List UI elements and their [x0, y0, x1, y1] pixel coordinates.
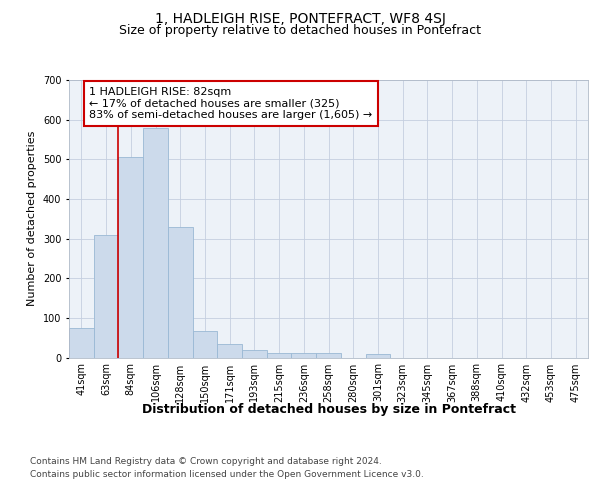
Bar	[217, 344, 242, 357]
Bar	[143, 128, 168, 358]
Text: 1, HADLEIGH RISE, PONTEFRACT, WF8 4SJ: 1, HADLEIGH RISE, PONTEFRACT, WF8 4SJ	[155, 12, 445, 26]
Bar	[94, 234, 118, 358]
Bar	[292, 353, 316, 358]
Text: Contains public sector information licensed under the Open Government Licence v3: Contains public sector information licen…	[30, 470, 424, 479]
Bar	[316, 353, 341, 358]
Text: 1 HADLEIGH RISE: 82sqm
← 17% of detached houses are smaller (325)
83% of semi-de: 1 HADLEIGH RISE: 82sqm ← 17% of detached…	[89, 87, 373, 120]
Bar	[193, 330, 217, 357]
Bar	[267, 352, 292, 358]
Bar	[118, 158, 143, 358]
Y-axis label: Number of detached properties: Number of detached properties	[28, 131, 37, 306]
Text: Distribution of detached houses by size in Pontefract: Distribution of detached houses by size …	[142, 402, 516, 415]
Bar	[168, 226, 193, 358]
Text: Size of property relative to detached houses in Pontefract: Size of property relative to detached ho…	[119, 24, 481, 37]
Text: Contains HM Land Registry data © Crown copyright and database right 2024.: Contains HM Land Registry data © Crown c…	[30, 458, 382, 466]
Bar	[365, 354, 390, 358]
Bar	[69, 328, 94, 358]
Bar	[242, 350, 267, 358]
